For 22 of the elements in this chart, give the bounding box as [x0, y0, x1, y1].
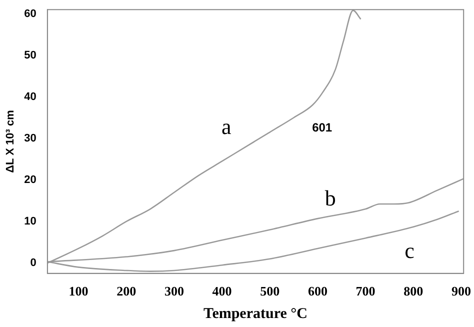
x-tick-label: 900 — [451, 284, 471, 299]
annotation: 601 — [312, 120, 332, 135]
y-tick-label: 0 — [30, 257, 36, 270]
x-axis-title: Temperature °C — [204, 306, 308, 322]
x-tick-label: 500 — [260, 284, 280, 299]
series-label: c — [404, 238, 415, 264]
y-tick-label: 10 — [24, 216, 36, 228]
y-tick-label: 60 — [24, 8, 36, 20]
y-axis-title: ΔL X 10³ cm — [4, 110, 17, 173]
x-tick-label: 700 — [356, 284, 376, 299]
series-label: b — [324, 185, 336, 210]
x-tick-label: 200 — [116, 284, 136, 299]
x-tick-label: 400 — [212, 284, 232, 299]
x-tick-label: 600 — [308, 284, 328, 299]
x-tick-label: 100 — [68, 284, 88, 299]
y-tick-label: 40 — [24, 90, 36, 103]
x-tick-label: 800 — [404, 284, 424, 299]
x-tick-label: 300 — [164, 284, 184, 299]
y-tick-label: 50 — [24, 49, 36, 62]
y-tick-label: 20 — [24, 174, 36, 186]
y-tick-label: 30 — [24, 132, 36, 144]
series-label: a — [222, 114, 232, 140]
